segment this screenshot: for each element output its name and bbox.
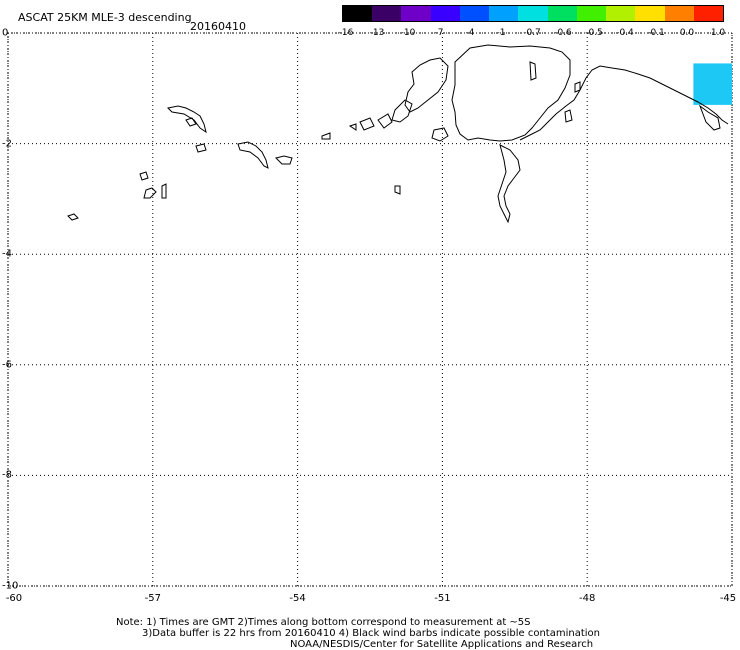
longitude-tick-label: -57	[144, 593, 161, 604]
colorbar-segment	[430, 6, 460, 21]
coastline	[67, 44, 729, 224]
longitude-tick-label: -45	[719, 593, 737, 604]
footer-note-2: 3)Data buffer is 22 hrs from 20160410 4)…	[142, 628, 600, 639]
colorbar-tick-label: -7	[434, 28, 444, 38]
colorbar-segment	[547, 6, 577, 21]
chart-title: ASCAT 25KM MLE-3 descending	[18, 11, 192, 24]
graticule	[7, 32, 733, 587]
latitude-tick-label: -4	[2, 248, 12, 260]
colorbar-segment	[343, 6, 373, 21]
longitude-tick-label: -60	[5, 593, 23, 604]
colorbar-segment	[635, 6, 665, 21]
latitude-tick-label: -10	[2, 580, 19, 592]
footer-note-1: Note: 1) Times are GMT 2)Times along bot…	[116, 617, 531, 628]
colorbar-segment	[401, 6, 431, 21]
colorbar-segment	[693, 6, 724, 21]
chart-date: 20160410	[190, 20, 246, 33]
colorbar-segment	[372, 6, 402, 21]
colorbar-segment	[518, 6, 548, 21]
latitude-tick-label: -8	[2, 469, 12, 481]
colorbar-tick-label: -16	[338, 28, 354, 38]
wind-data-patch	[693, 63, 732, 105]
map-frame	[7, 32, 733, 587]
longitude-tick-label: -51	[434, 593, 451, 604]
colorbar-segment	[664, 6, 694, 21]
colorbar	[342, 5, 724, 22]
longitude-tick-label: -48	[579, 593, 596, 604]
colorbar-segment	[489, 6, 519, 21]
longitude-tick-label: -54	[289, 593, 306, 604]
colorbar-tick-label: 1.0	[710, 28, 726, 38]
colorbar-segment	[606, 6, 636, 21]
colorbar-segment	[576, 6, 607, 21]
latitude-tick-label: -6	[2, 359, 12, 371]
footer-note-3: NOAA/NESDIS/Center for Satellite Applica…	[290, 639, 594, 650]
latitude-tick-label: 0	[2, 27, 9, 39]
colorbar-segment	[459, 6, 490, 21]
latitude-tick-label: -2	[2, 138, 12, 150]
